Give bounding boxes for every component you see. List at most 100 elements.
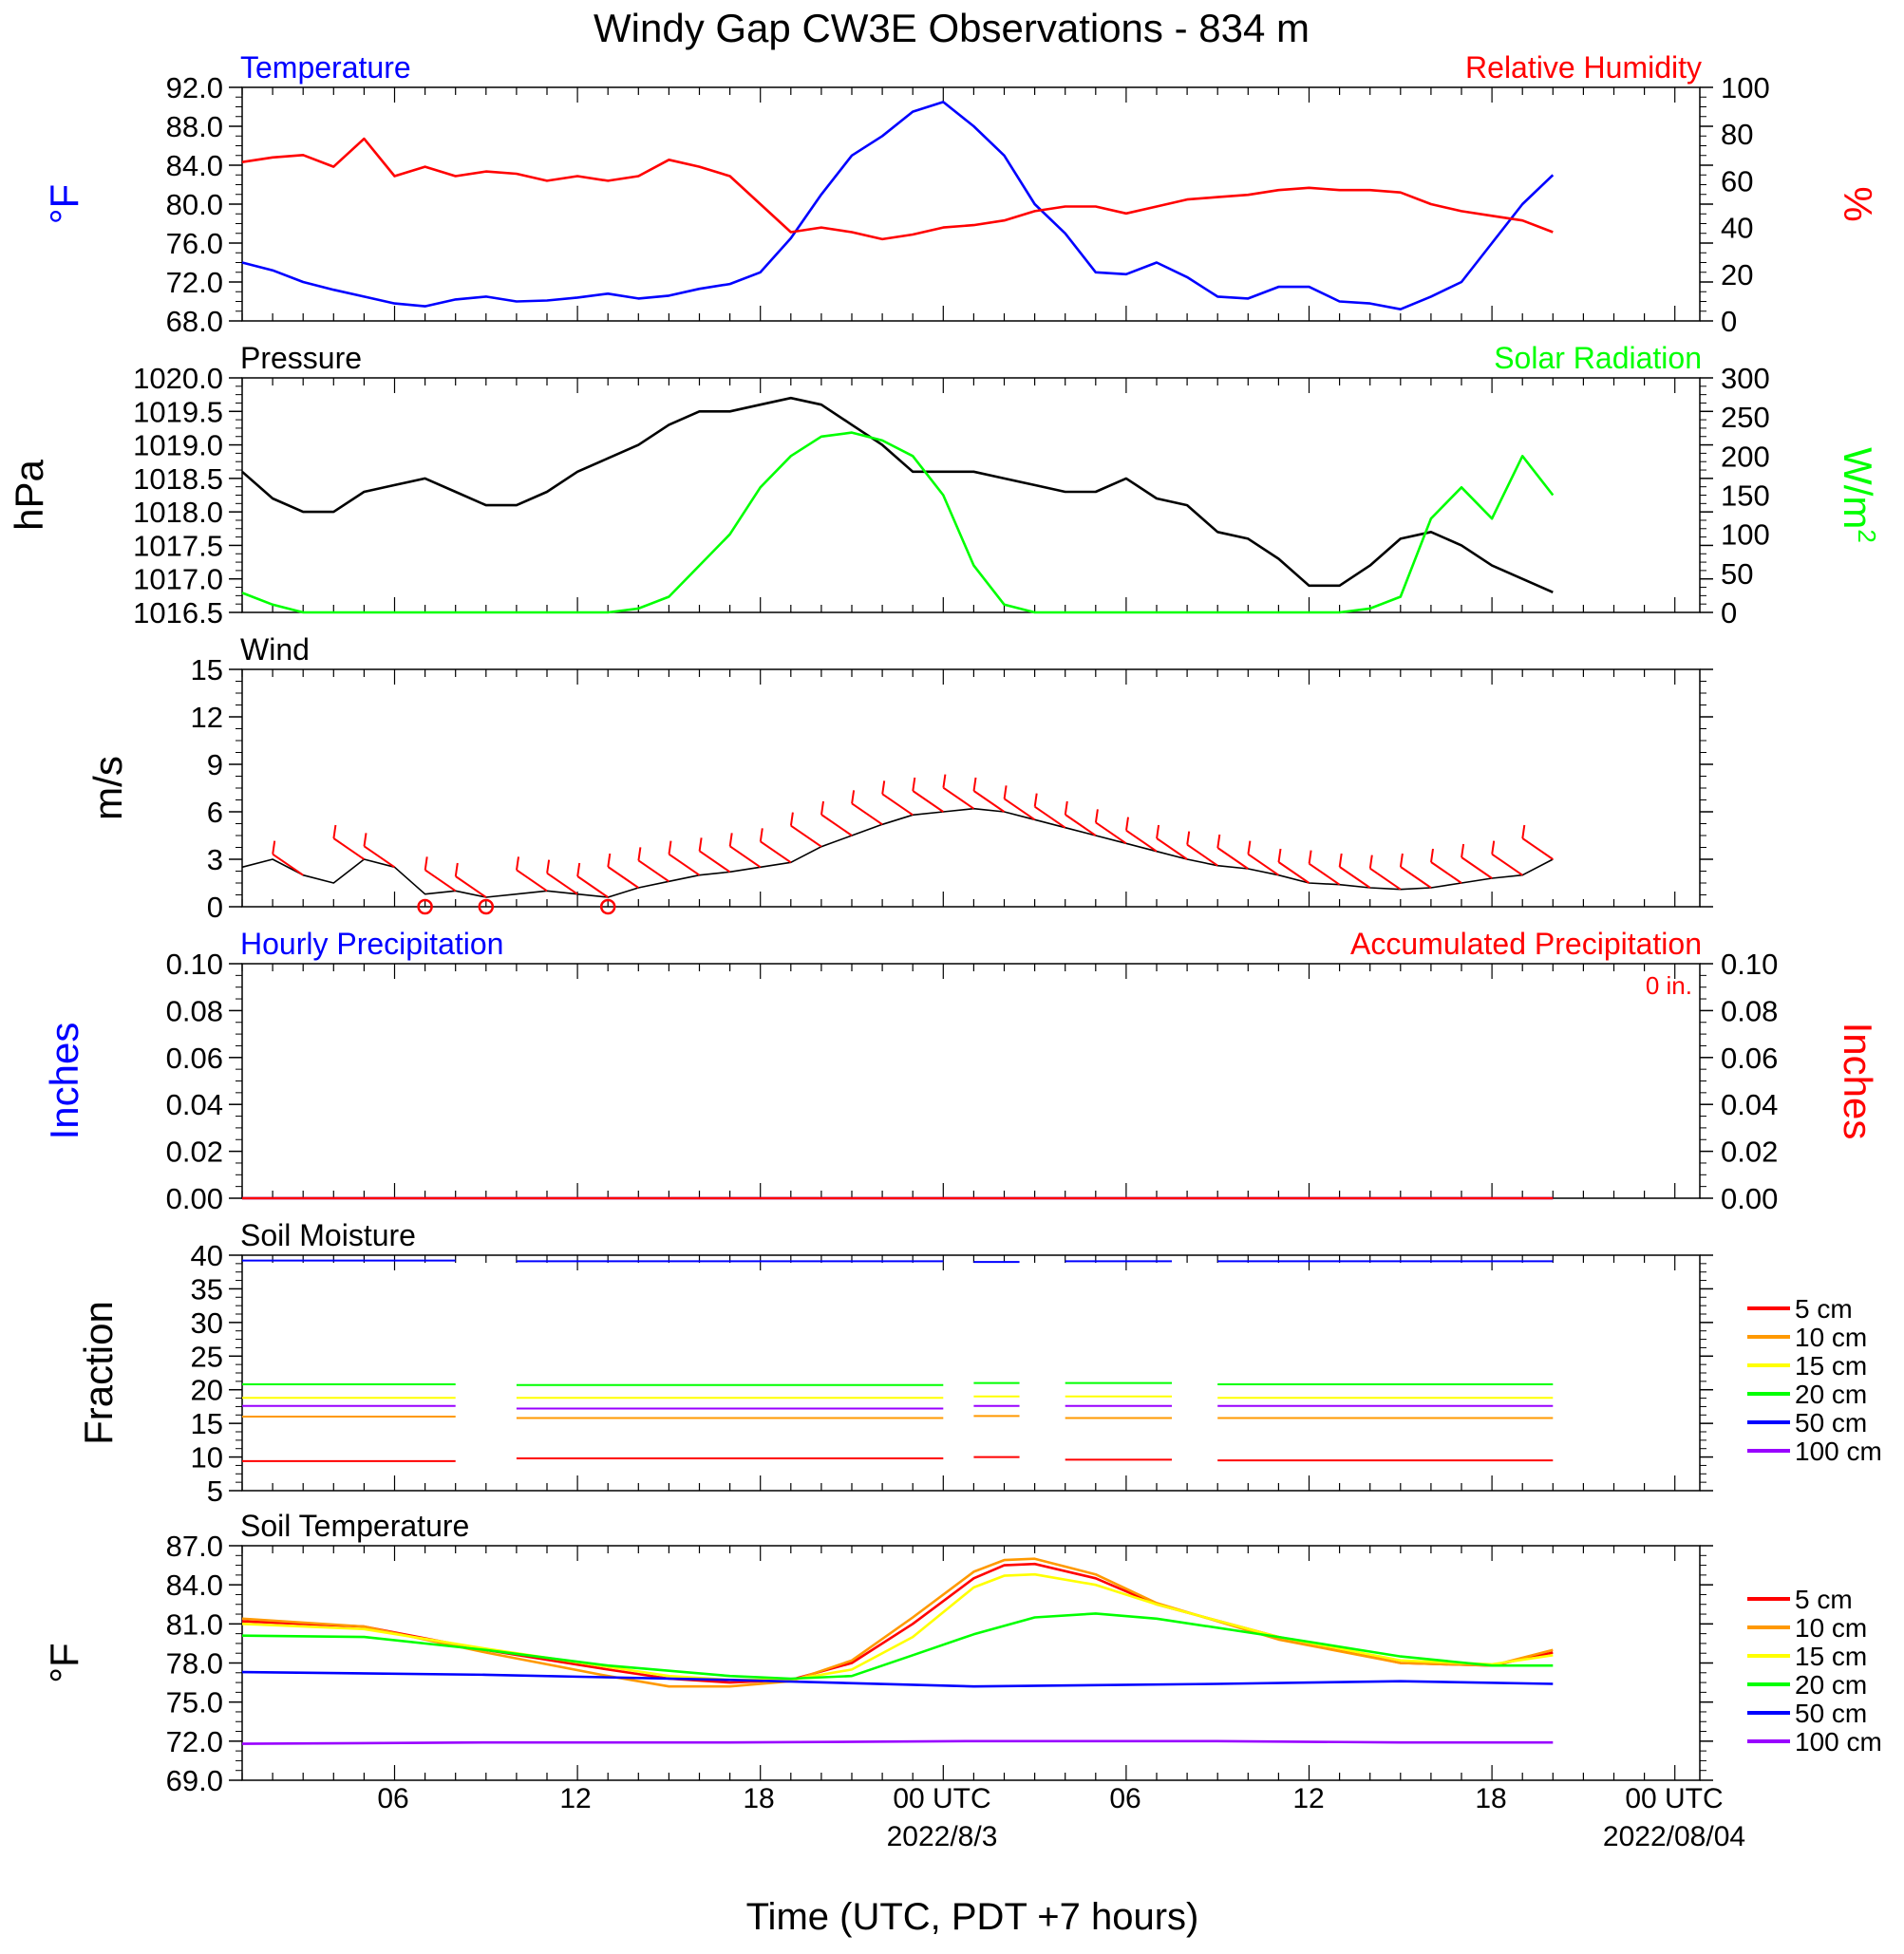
x-axis-title: Time (UTC, PDT +7 hours)	[746, 1896, 1199, 1938]
y-tick-label: 69.0	[166, 1764, 223, 1797]
legend-label: 50 cm	[1795, 1699, 1867, 1728]
y-right-tick-label: 100	[1721, 71, 1770, 104]
y-tick-label: 35	[191, 1272, 223, 1306]
y-tick-label: 30	[191, 1306, 223, 1340]
y-right-tick-label: 100	[1721, 518, 1770, 552]
legend-label: 15 cm	[1795, 1351, 1867, 1381]
y-tick-label: 87.0	[166, 1530, 223, 1563]
y-tick-label: 1016.5	[133, 596, 223, 629]
wind-barb	[820, 814, 853, 836]
y-right-tick-label: 20	[1721, 258, 1753, 291]
y-axis-right-label: Inches	[1836, 1023, 1880, 1140]
x-tick-label: 18	[1475, 1783, 1506, 1814]
wind-barb-flag	[1247, 840, 1252, 855]
panel-title: Soil Moisture	[240, 1218, 416, 1252]
wind-barb-flag	[759, 828, 763, 842]
y-right-tick-label: 0	[1721, 596, 1737, 629]
series-line-pressure	[241, 396, 1554, 593]
y-tick-label: 1017.5	[133, 529, 223, 562]
wind-barb	[668, 853, 701, 876]
series-line-relative-humidity	[241, 137, 1554, 241]
wind-barb	[332, 837, 365, 860]
y-tick-label: 84.0	[166, 1569, 223, 1602]
accumulation-label: 0 in.	[1646, 971, 1692, 1000]
wind-barb-flag	[668, 840, 672, 855]
panel-right-title: Solar Radiation	[1494, 341, 1702, 375]
y-right-tick-label: 50	[1721, 557, 1753, 591]
y-tick-label: 9	[207, 748, 223, 781]
calm-wind-marker	[478, 898, 495, 915]
series-line-50-cm	[241, 1670, 1554, 1688]
y-tick-label: 1018.0	[133, 496, 223, 529]
y-tick-label: 0.02	[166, 1136, 223, 1169]
wind-barb-flag	[1277, 848, 1282, 863]
y-axis-right-label: %	[1836, 186, 1880, 221]
series-line-wind	[241, 807, 1554, 898]
legend-label: 20 cm	[1795, 1380, 1867, 1409]
wind-barb-flag	[1308, 850, 1312, 864]
wind-barb	[1125, 829, 1158, 853]
wind-barb	[424, 869, 457, 892]
wind-barb	[1277, 861, 1310, 884]
y-tick-label: 6	[207, 796, 223, 829]
wind-barb-flag	[1338, 853, 1343, 868]
date-label: 2022/08/04	[1603, 1821, 1745, 1852]
wind-barb	[942, 786, 974, 810]
series-line-100-cm	[241, 1739, 1554, 1745]
y-tick-label: 84.0	[166, 149, 223, 182]
wind-barb-flag	[454, 862, 459, 877]
y-tick-label: 80.0	[166, 188, 223, 221]
wind-barb-flag	[1003, 785, 1008, 799]
wind-barb-flag	[424, 856, 428, 871]
panel-title: Soil Temperature	[240, 1509, 469, 1543]
wind-barb	[1491, 853, 1523, 876]
panel-6: 87.0 84.0 81.0 78.0 75.0 72.0 69.0 Soil Tempera…	[42, 1509, 1882, 1797]
series-line-solar-radiation	[241, 431, 1555, 614]
wind-barb	[881, 793, 914, 817]
y-right-tick-label: 0.04	[1721, 1088, 1778, 1121]
series-line-10-cm	[241, 1557, 1554, 1688]
date-label: 2022/8/3	[887, 1821, 998, 1852]
panel-3: 15 12 9 6 3 0 Wind m/s	[85, 632, 1713, 924]
y-tick-label: 0	[207, 891, 223, 924]
wind-barb	[851, 802, 883, 826]
legend-label: 20 cm	[1795, 1670, 1867, 1700]
wind-barb-flag	[1125, 817, 1129, 831]
y-axis-label: Inches	[42, 1023, 86, 1140]
wind-barb-flag	[1094, 809, 1099, 823]
x-axis: 06 12 18 00 UTC 06 12 18 00 UTC 2022/8/3…	[377, 1783, 1745, 1938]
wind-barb	[912, 790, 944, 813]
y-right-tick-label: 40	[1721, 212, 1753, 245]
wind-barb-flag	[942, 774, 947, 788]
legend-label: 100 cm	[1795, 1727, 1882, 1757]
wind-barb	[607, 866, 639, 889]
wind-barb-flag	[698, 837, 703, 852]
y-right-tick-label: 200	[1721, 440, 1770, 473]
wind-barb-flag	[1033, 793, 1038, 807]
wind-barb	[1095, 821, 1127, 845]
y-right-tick-label: 0.06	[1721, 1042, 1778, 1075]
y-tick-label: 25	[191, 1340, 223, 1373]
y-tick-label: 72.0	[166, 266, 223, 299]
panel-title: Pressure	[240, 341, 362, 375]
y-tick-label: 0.10	[166, 948, 223, 981]
y-tick-label: 15	[191, 1407, 223, 1440]
wind-barb-flag	[272, 840, 276, 855]
legend-label: 10 cm	[1795, 1613, 1867, 1643]
wind-barb	[1430, 861, 1462, 884]
wind-barb-flag	[820, 800, 824, 816]
legend-label: 15 cm	[1795, 1642, 1867, 1671]
panel-right-title: Accumulated Precipitation	[1350, 927, 1702, 961]
wind-barb	[790, 824, 822, 848]
y-right-tick-label: 0.10	[1721, 948, 1778, 981]
y-axis-label: m/s	[85, 756, 130, 820]
wind-barb	[1461, 856, 1493, 879]
wind-barb-flag	[1461, 843, 1465, 858]
wind-barb	[1309, 862, 1341, 886]
y-right-tick-label: 150	[1721, 479, 1770, 513]
y-tick-label: 88.0	[166, 110, 223, 143]
y-right-tick-label: 0	[1721, 305, 1737, 338]
wind-barb	[1065, 814, 1097, 836]
y-tick-label: 3	[207, 843, 223, 876]
